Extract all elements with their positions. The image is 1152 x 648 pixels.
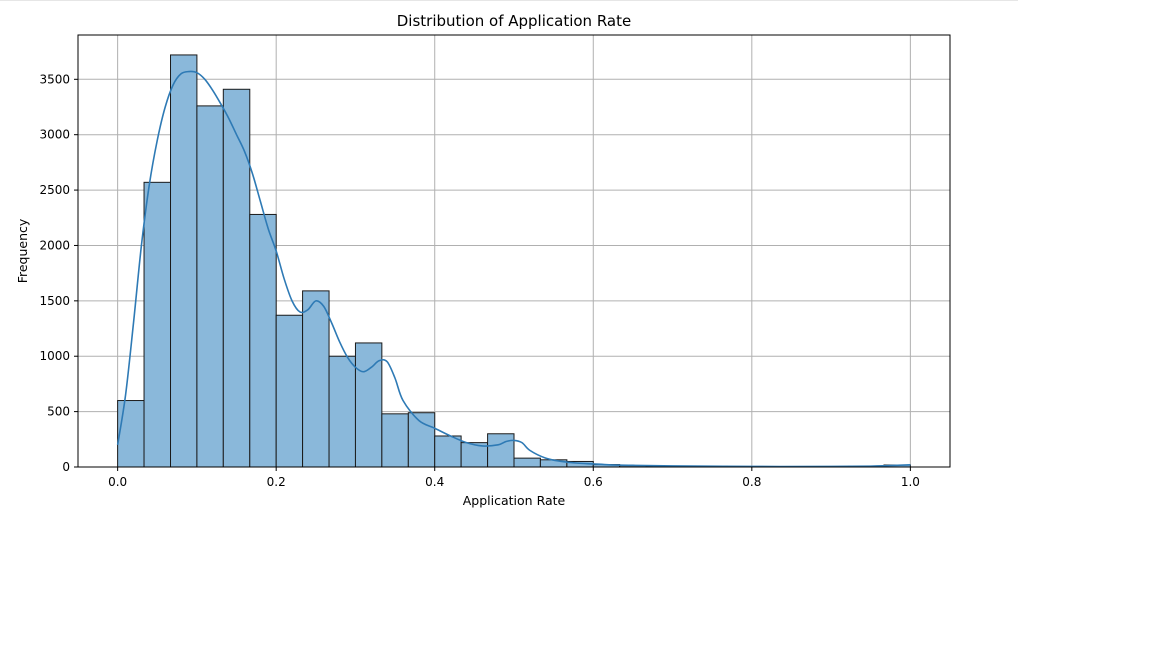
x-tick-label: 0.4 [425,475,444,489]
chart-title: Distribution of Application Rate [397,12,631,30]
histogram-bar [222,88,251,468]
y-tick-label: 2000 [39,238,70,252]
x-axis-label: Application Rate [463,493,566,508]
histogram-bar [513,457,541,468]
y-axis-ticks: 0 500 1000 1500 2000 2500 3000 3500 [39,72,78,474]
y-tick-label: 3500 [39,72,70,86]
x-axis-ticks: 0.0 0.2 0.4 0.6 0.8 1.0 [108,467,920,489]
y-tick-label: 1500 [39,294,70,308]
histogram-bar [434,435,462,468]
y-tick-label: 0 [62,460,70,474]
kde-curve [116,70,911,468]
histogram-bar [328,355,356,468]
x-tick-label: 0.8 [742,475,761,489]
x-tick-label: 0.2 [267,475,286,489]
x-tick-label: 0.6 [584,475,603,489]
histogram-bars [117,54,911,468]
y-tick-label: 3000 [39,128,70,142]
y-tick-label: 500 [47,405,70,419]
histogram-bar [143,181,172,468]
histogram-bar [170,54,198,468]
plot-frame [77,34,951,468]
y-tick-label: 1000 [39,349,70,363]
y-tick-label: 2500 [39,183,70,197]
histogram-bar [117,400,145,468]
histogram-bar [407,412,436,468]
histogram-bar [196,105,224,468]
histogram-bar [381,413,409,468]
histogram-bar [249,213,277,468]
histogram-bar [302,290,330,468]
x-tick-label: 1.0 [901,475,920,489]
histogram-bar [487,433,515,468]
histogram-bar [275,314,304,468]
top-divider [0,0,1018,1]
x-tick-label: 0.0 [108,475,127,489]
histogram-bar [354,342,383,468]
y-axis-label: Frequency [15,218,30,283]
